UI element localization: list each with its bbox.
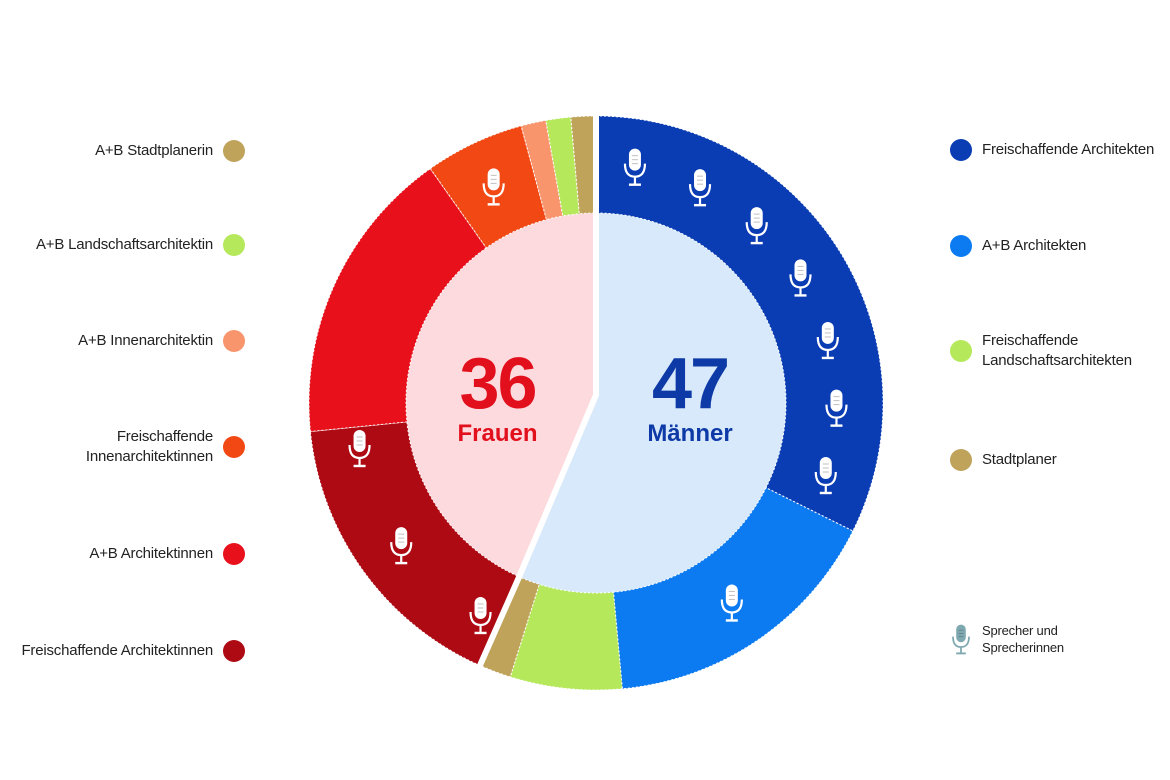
legend-swatch	[950, 139, 972, 161]
microphone-icon	[745, 207, 768, 245]
microphone-icon	[623, 148, 647, 186]
legend-swatch	[223, 436, 245, 458]
inner-slice-men	[518, 212, 787, 594]
legend-item-a-b-stadtplanerin: A+B Stadtplanerin	[95, 140, 245, 162]
legend-label: Freischaffende Architekten	[982, 141, 1155, 158]
legend-label: Stadtplaner	[982, 451, 1057, 468]
microphone-icon	[720, 584, 743, 622]
gender-divider-line	[476, 114, 599, 669]
ring-segment-freischaffende-architekten	[595, 115, 884, 532]
women-label: Frauen	[457, 420, 538, 447]
legend-item-freischaffende-innenarchitektinnen: Freischaffende Innenarchitektinnen	[86, 427, 245, 467]
legend-item-a-b-architekten: A+B Architekten	[950, 235, 1086, 257]
microphone-icon	[814, 456, 837, 495]
ring-segment-freischaffende-landschaftsarchitekten	[509, 583, 623, 691]
legend-label: A+B Architektinnen	[89, 545, 213, 562]
microphone-icon	[952, 624, 970, 655]
legend-item-stadtplaner: Stadtplaner	[950, 449, 1057, 471]
legend-swatch	[223, 140, 245, 162]
microphone-icon	[482, 168, 505, 206]
legend-item-a-b-landschaftsarchitektin: A+B Landschaftsarchitektin	[36, 234, 245, 256]
legend-swatch	[950, 340, 972, 362]
microphone-icon-legend	[952, 624, 970, 655]
ring-segment-a-b-stadtplanerin	[570, 115, 597, 215]
legend-label: A+B Innenarchitektin	[78, 332, 213, 349]
microphone-icon	[688, 169, 712, 207]
legend-label-speakers: Sprecher und Sprecherinnen	[982, 623, 1064, 655]
legend-item-a-b-innenarchitektin: A+B Innenarchitektin	[78, 330, 245, 352]
men-count: 47	[651, 344, 730, 424]
inner-pie	[405, 212, 787, 594]
ring-segment-a-b-architektinnen	[308, 167, 488, 433]
legend-swatch	[223, 330, 245, 352]
legend-item-speakers: Sprecher und Sprecherinnen	[950, 622, 1064, 656]
legend-label: A+B Architekten	[982, 237, 1087, 254]
women-total: 36 Frauen	[430, 348, 565, 448]
microphone-icon	[390, 527, 413, 565]
legend-label: Freischaffende Landschaftsarchitekten	[982, 332, 1132, 369]
legend-label: A+B Stadtplanerin	[95, 142, 213, 159]
microphone-icon	[789, 259, 812, 297]
legend-label: A+B Landschaftsarchitektin	[36, 236, 213, 253]
women-count: 36	[459, 344, 537, 424]
legend-swatch	[950, 235, 972, 257]
legend-item-freischaffende-architektinnen: Freischaffende Architektinnen	[21, 640, 245, 662]
ring-segment-freischaffende-architektinnen	[309, 421, 520, 667]
microphone-icon	[825, 389, 848, 427]
legend-label: Freischaffende Innenarchitektinnen	[85, 428, 213, 465]
ring-segment-a-b-landschaftsarchitektin	[545, 116, 580, 217]
legend-item-freischaffende-architekten: Freischaffende Architekten	[950, 139, 1154, 161]
legend-swatch	[223, 640, 245, 662]
legend-swatch	[223, 543, 245, 565]
inner-slice-women	[405, 212, 596, 578]
microphone-icon	[348, 429, 371, 468]
microphone-icon	[469, 596, 492, 635]
legend-swatch	[950, 449, 972, 471]
legend-item-a-b-architektinnen: A+B Architektinnen	[89, 543, 245, 565]
legend-label: Freischaffende Architektinnen	[21, 642, 213, 659]
legend-item-freischaffende-landschaftsarchitekten: Freischaffende Landschaftsarchitekten	[950, 331, 1132, 371]
microphone-icon	[816, 321, 839, 360]
men-label: Männer	[647, 420, 733, 447]
speaker-icons	[348, 148, 848, 635]
legend-swatch	[223, 234, 245, 256]
ring-segment-a-b-innenarchitektin	[520, 119, 564, 221]
men-total: 47 Männer	[620, 348, 760, 448]
